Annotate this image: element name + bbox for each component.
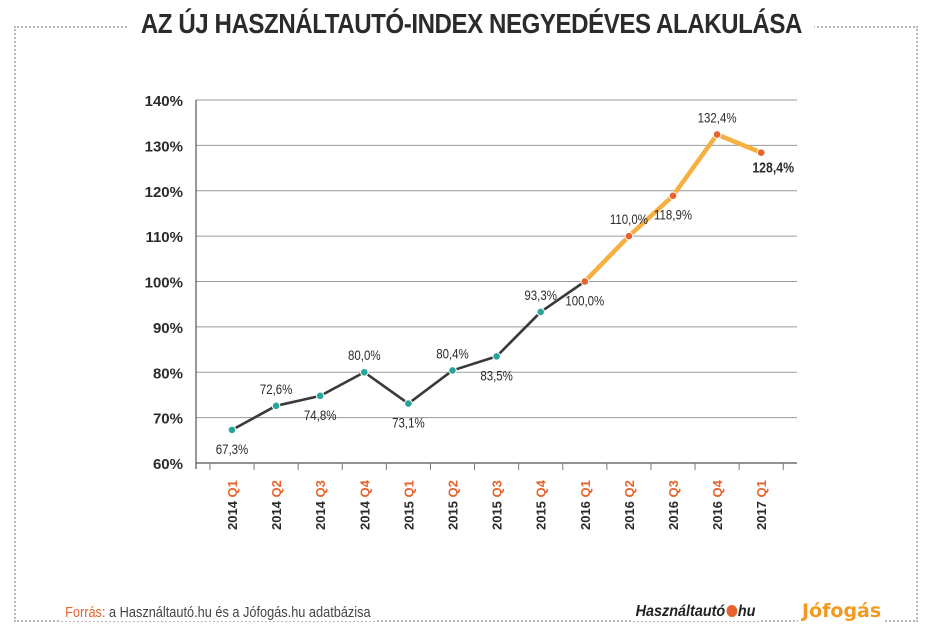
point-layer <box>227 130 766 435</box>
data-label: 132,4% <box>698 109 737 125</box>
x-tick-quarter: Q4 <box>357 479 372 497</box>
hasznaltauto-logo-left: Használtautó <box>635 603 726 620</box>
data-label: 118,9% <box>654 207 692 223</box>
x-tick-quarter: Q1 <box>578 480 593 497</box>
data-point <box>360 367 369 377</box>
y-tick-label: 110% <box>145 229 183 246</box>
data-label: 74,8% <box>304 407 337 423</box>
x-tick-label: 2014 Q3 <box>313 480 328 530</box>
y-tick-label: 90% <box>153 320 183 337</box>
x-tick-year: 2016 <box>622 497 637 530</box>
x-tick-year: 2014 <box>357 497 372 530</box>
data-point <box>404 399 413 408</box>
line-layer <box>231 132 764 432</box>
x-tick-label: 2014 Q4 <box>357 479 372 530</box>
data-point <box>227 425 237 435</box>
source-label: Forrás: <box>65 604 106 621</box>
data-label: 100,0% <box>565 292 604 308</box>
y-tick-label: 130% <box>145 138 183 155</box>
grid-layer <box>196 99 797 419</box>
x-tick-quarter: Q3 <box>490 480 505 497</box>
x-tick-label: 2016 Q4 <box>710 479 725 530</box>
y-tick-label: 70% <box>153 411 183 428</box>
y-tick-label: 80% <box>153 365 183 382</box>
data-label: 73,1% <box>392 414 425 430</box>
data-point <box>712 130 722 139</box>
data-label: 80,4% <box>436 345 469 361</box>
x-tick-year: 2015 <box>401 497 416 530</box>
data-label: 83,5% <box>480 367 513 383</box>
chart-title-wrap: AZ ÚJ HASZNÁLTAUTÓ-INDEX NEGYEDÉVES ALAK… <box>0 4 942 44</box>
data-label: 93,3% <box>524 287 557 303</box>
data-point <box>271 401 281 411</box>
x-tick-year: 2014 <box>313 497 328 530</box>
data-label: 80,0% <box>348 347 381 363</box>
x-tick-label: 2016 Q3 <box>666 480 681 530</box>
data-point <box>315 391 325 401</box>
x-tick-year: 2016 <box>666 497 681 530</box>
data-label: 67,3% <box>216 441 249 457</box>
x-tick-year: 2015 <box>446 497 461 530</box>
data-point <box>536 307 546 317</box>
data-point <box>668 191 678 201</box>
y-tick-label: 60% <box>153 456 183 473</box>
y-tick-label: 140% <box>145 93 183 110</box>
y-tick-label: 100% <box>145 275 183 292</box>
x-tick-quarter: Q1 <box>401 480 416 497</box>
x-tick-label: 2014 Q1 <box>225 480 240 530</box>
data-label: 128,4% <box>752 160 794 176</box>
data-point <box>624 231 634 241</box>
x-tick-quarter: Q3 <box>313 480 328 497</box>
source-note: Forrás: a Használtautó.hu és a Jófogás.h… <box>60 604 376 621</box>
x-tick-label: 2015 Q1 <box>401 480 416 530</box>
x-tick-quarter: Q1 <box>225 480 240 497</box>
hasznaltauto-logo-right: hu <box>737 603 756 620</box>
x-tick-label: 2016 Q2 <box>622 480 637 530</box>
x-tick-quarter: Q1 <box>754 480 769 497</box>
chart-title: AZ ÚJ HASZNÁLTAUTÓ-INDEX NEGYEDÉVES ALAK… <box>128 4 814 44</box>
data-point <box>756 148 766 157</box>
x-tick-year: 2014 <box>269 497 284 530</box>
jofogas-logo: Jófogás <box>798 600 886 622</box>
x-tick-quarter: Q2 <box>269 480 284 497</box>
data-point <box>448 366 457 375</box>
x-tick-quarter: Q4 <box>534 479 549 497</box>
data-label: 110,0% <box>610 211 648 227</box>
logo-dot-icon <box>726 605 737 617</box>
x-tick-label: 2017 Q1 <box>754 480 769 530</box>
x-tick-label: 2015 Q4 <box>534 479 549 530</box>
x-tick-year: 2016 <box>710 497 725 530</box>
y-tick-label: 120% <box>145 184 183 201</box>
x-tick-label: 2015 Q2 <box>446 480 461 530</box>
source-text: a Használtautó.hu és a Jófogás.hu adatbá… <box>109 604 371 621</box>
x-tick-label: 2014 Q2 <box>269 480 284 530</box>
data-point <box>492 352 501 361</box>
data-point <box>580 277 590 286</box>
x-tick-label: 2016 Q1 <box>578 480 593 530</box>
x-tick-quarter: Q2 <box>446 480 461 497</box>
x-tick-quarter: Q2 <box>622 480 637 497</box>
data-label: 72,6% <box>260 381 293 397</box>
x-tick-year: 2015 <box>534 497 549 530</box>
x-tick-year: 2016 <box>578 497 593 530</box>
x-tick-year: 2015 <box>490 497 505 530</box>
x-tick-quarter: Q4 <box>710 479 725 497</box>
x-tick-year: 2017 <box>754 497 769 530</box>
x-tick-year: 2014 <box>225 497 240 530</box>
x-tick-quarter: Q3 <box>666 480 681 497</box>
label-layer: 67,3% 72,6% 74,8% 80,0% 73,1% 80,4% 83,5% 93,3%… <box>216 109 794 457</box>
x-tick-label: 2015 Q3 <box>490 480 505 530</box>
axis-layer: 60% 70% 80% 90% 100% 110% 120% 130% 140% <box>145 93 797 473</box>
hasznaltauto-logo: Használtautó hu <box>632 603 760 621</box>
